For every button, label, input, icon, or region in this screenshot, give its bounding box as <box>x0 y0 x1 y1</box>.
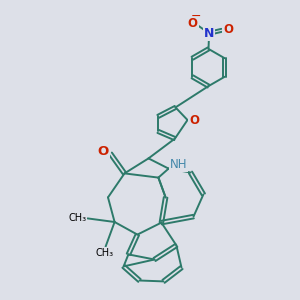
Text: O: O <box>188 16 198 30</box>
Text: N: N <box>204 27 214 40</box>
Text: NH: NH <box>169 158 187 172</box>
Text: O: O <box>97 145 109 158</box>
Text: CH₃: CH₃ <box>96 248 114 258</box>
Text: O: O <box>189 113 199 127</box>
Text: CH₃: CH₃ <box>68 213 86 223</box>
Text: O: O <box>223 22 233 36</box>
Text: −: − <box>191 10 201 23</box>
